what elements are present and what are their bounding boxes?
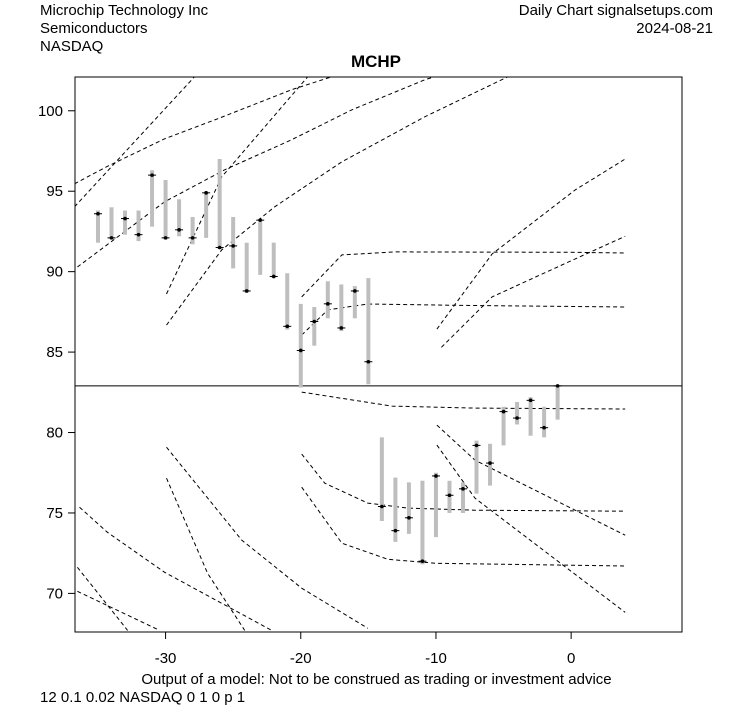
close-point xyxy=(380,504,384,509)
close-point xyxy=(393,528,398,533)
close-point xyxy=(528,398,533,403)
close-point xyxy=(285,324,290,329)
projection-curve-3 xyxy=(166,77,309,295)
x-tick-label: -20 xyxy=(290,650,312,667)
model-params: 12 0.1 0.02 NASDAQ 0 1 0 p 1 xyxy=(40,689,246,706)
axes: 70 75 80 85 90 95 100 -30 -20 -10 0 xyxy=(38,103,575,667)
close-point xyxy=(271,274,276,279)
projection-curves xyxy=(75,77,682,631)
close-point xyxy=(488,461,492,465)
close-point xyxy=(312,319,317,324)
projection-curve-4 xyxy=(166,77,509,326)
y-tick-label: 85 xyxy=(46,344,63,361)
projection-curve-9 xyxy=(301,391,626,410)
projection-curve-1 xyxy=(75,77,333,185)
close-point xyxy=(407,515,411,520)
projection-curve-16 xyxy=(166,478,246,631)
price-bars xyxy=(93,159,562,565)
close-point xyxy=(190,236,195,240)
close-point xyxy=(542,425,546,430)
projection-curve-6 xyxy=(301,303,626,336)
close-point xyxy=(136,232,141,237)
close-point xyxy=(96,211,100,216)
projection-curve-7 xyxy=(441,235,626,348)
projection-curve-10 xyxy=(301,453,626,512)
close-point xyxy=(177,228,181,232)
exchange-label: NASDAQ xyxy=(40,38,104,55)
projection-curve-0 xyxy=(75,77,195,207)
y-tick-label: 100 xyxy=(38,103,63,120)
y-tick-label: 90 xyxy=(46,264,63,281)
projection-curve-18 xyxy=(77,590,160,631)
close-point xyxy=(163,236,168,240)
y-tick-label: 95 xyxy=(46,183,63,200)
projection-curve-14 xyxy=(79,506,272,631)
close-point xyxy=(434,474,438,478)
projection-curve-15 xyxy=(166,446,369,629)
chart-date: 2024-08-21 xyxy=(636,20,713,37)
y-tick-label: 80 xyxy=(46,425,63,442)
y-tick-label: 75 xyxy=(46,505,63,522)
close-point xyxy=(204,191,208,195)
close-point xyxy=(109,236,114,240)
close-point xyxy=(353,289,357,293)
close-point xyxy=(461,487,465,491)
disclaimer: Output of a model: Not to be construed a… xyxy=(141,671,612,688)
projection-curve-11 xyxy=(301,486,626,567)
close-point xyxy=(150,173,154,177)
close-point xyxy=(231,244,235,248)
projection-curve-17 xyxy=(77,566,128,631)
chart-title: MCHP xyxy=(351,52,401,71)
company-name: Microchip Technology Inc xyxy=(40,2,209,19)
projection-curve-13 xyxy=(436,444,626,613)
plot-frame xyxy=(74,76,683,633)
y-tick-label: 70 xyxy=(46,585,63,602)
close-point xyxy=(515,416,519,420)
chart-source: Daily Chart signalsetups.com xyxy=(518,2,713,19)
close-point xyxy=(474,443,479,448)
close-point xyxy=(555,384,560,388)
sector-label: Semiconductors xyxy=(40,20,148,37)
close-point xyxy=(123,216,127,221)
projection-curve-8 xyxy=(436,158,626,330)
close-point xyxy=(366,359,371,364)
close-point xyxy=(420,559,425,564)
close-point xyxy=(326,302,330,306)
close-point xyxy=(298,348,303,353)
close-point xyxy=(447,493,452,498)
x-tick-label: -30 xyxy=(155,650,177,667)
close-point xyxy=(217,245,222,250)
projection-curve-2 xyxy=(77,77,436,268)
close-point xyxy=(258,218,263,222)
close-point xyxy=(339,326,344,330)
close-point xyxy=(244,289,249,293)
x-tick-label: 0 xyxy=(567,650,575,667)
x-tick-label: -10 xyxy=(425,650,447,667)
projection-curve-5 xyxy=(301,251,626,298)
close-point xyxy=(501,409,506,414)
projection-curve-12 xyxy=(436,424,626,536)
